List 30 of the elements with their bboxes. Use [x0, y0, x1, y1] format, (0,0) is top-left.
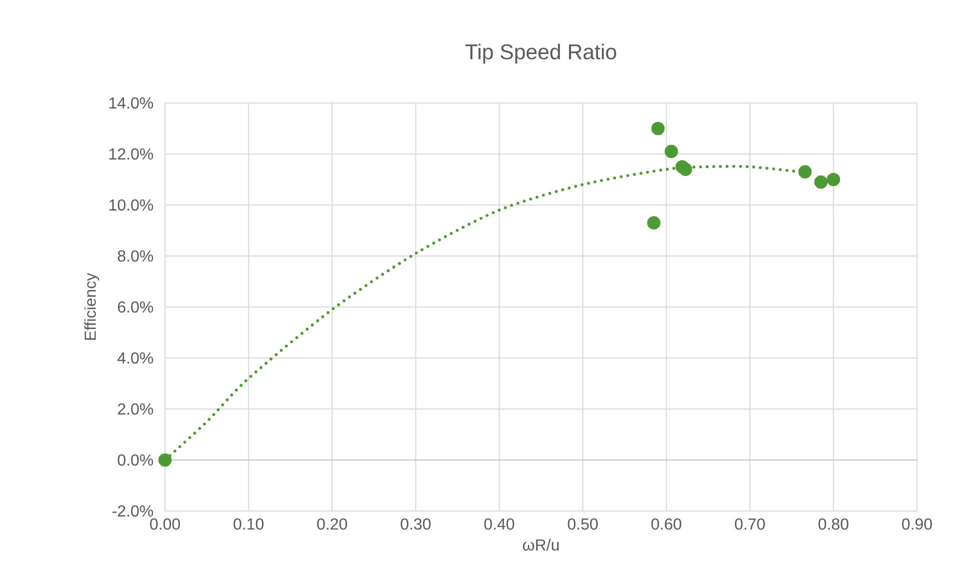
point [798, 165, 812, 179]
x-axis-title: ωR/u [522, 538, 559, 551]
chart-title: Tip Speed Ratio [465, 44, 616, 64]
point [158, 453, 172, 467]
point [647, 216, 660, 230]
x-tick-label: 0.40 [484, 518, 514, 530]
point [826, 172, 840, 186]
x-tick-label: 0.80 [818, 518, 848, 530]
y-tick-label: -2.0% [112, 505, 154, 517]
y-tick-label: 14.0% [109, 97, 154, 109]
y-tick-label: 12.0% [109, 148, 154, 160]
y-tick-label: 6.0% [118, 301, 154, 313]
y-tick-label: 2.0% [118, 403, 154, 415]
point [664, 144, 678, 158]
x-tick-label: 0.90 [902, 518, 932, 530]
x-tick-label: 0.10 [234, 518, 264, 530]
x-tick-label: 0.20 [317, 518, 348, 530]
y-axis-title: Efficiency [84, 272, 100, 340]
x-tick-label: 0.50 [568, 518, 598, 530]
point [651, 122, 665, 136]
y-tick-label: 4.0% [118, 352, 154, 364]
x-tick-label: 0.30 [400, 518, 431, 530]
x-tick-label: 0.00 [150, 518, 180, 530]
y-tick-label: 10.0% [109, 199, 154, 211]
point [814, 175, 828, 189]
x-tick-label: 0.60 [651, 518, 682, 530]
y-tick-label: 0.0% [118, 454, 154, 466]
x-tick-label: 0.70 [734, 518, 765, 530]
point [678, 162, 692, 176]
y-tick-label: 8.0% [118, 250, 154, 262]
